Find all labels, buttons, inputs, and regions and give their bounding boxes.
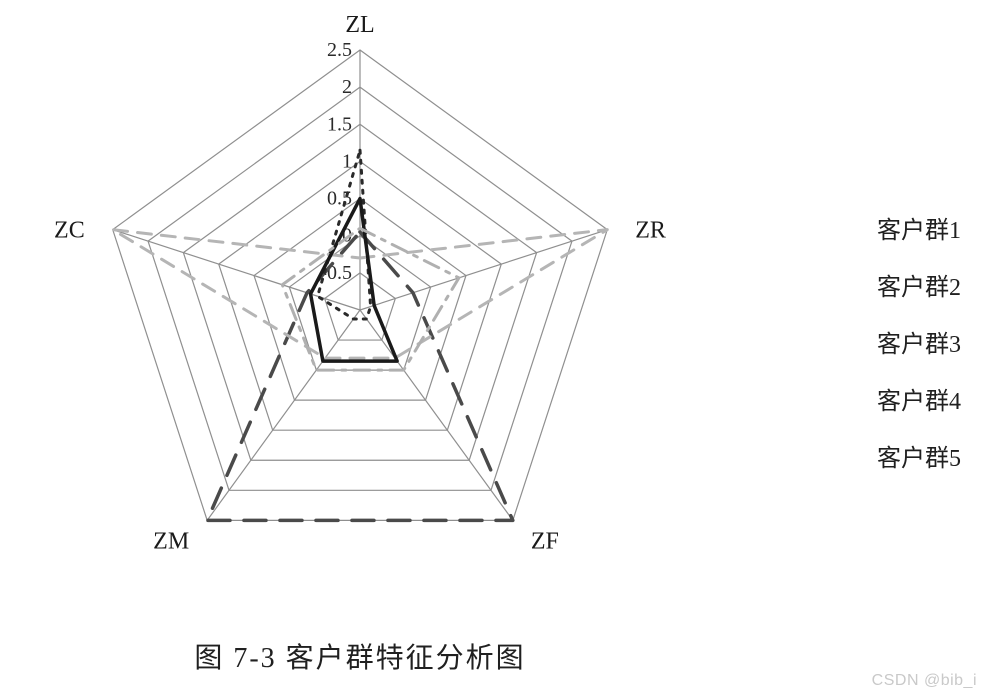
legend-item-5: 客户群5	[793, 438, 961, 473]
legend-item-2: 客户群2	[793, 267, 961, 302]
radar-chart: -0.500.511.522.5ZLZRZFZMZC	[0, 0, 740, 640]
axis-label-zf: ZF	[531, 528, 559, 554]
legend-swatch	[793, 340, 863, 343]
legend-label: 客户群4	[877, 381, 961, 416]
axis-label-zc: ZC	[54, 218, 85, 244]
watermark-text: CSDN @bib_i	[872, 672, 977, 690]
svg-text:1.5: 1.5	[327, 113, 352, 135]
legend-swatch	[793, 226, 863, 229]
axis-label-zr: ZR	[635, 218, 666, 244]
legend-label: 客户群3	[877, 324, 961, 359]
legend-label: 客户群1	[877, 210, 961, 245]
svg-text:0.5: 0.5	[327, 188, 352, 210]
legend: 客户群1 客户群2 客户群3 客户群4 客户群5	[793, 210, 961, 473]
axis-label-zl: ZL	[345, 12, 374, 38]
legend-label: 客户群5	[877, 438, 961, 473]
legend-item-3: 客户群3	[793, 324, 961, 359]
svg-text:1: 1	[342, 150, 352, 172]
legend-swatch	[793, 397, 863, 400]
svg-text:2: 2	[342, 76, 352, 98]
legend-swatch	[793, 454, 863, 457]
legend-item-1: 客户群1	[793, 210, 961, 245]
figure-caption: 图 7-3 客户群特征分析图	[0, 636, 720, 676]
legend-label: 客户群2	[877, 267, 961, 302]
legend-item-4: 客户群4	[793, 381, 961, 416]
legend-swatch	[793, 283, 863, 286]
svg-text:2.5: 2.5	[327, 39, 352, 61]
axis-label-zm: ZM	[153, 528, 189, 554]
